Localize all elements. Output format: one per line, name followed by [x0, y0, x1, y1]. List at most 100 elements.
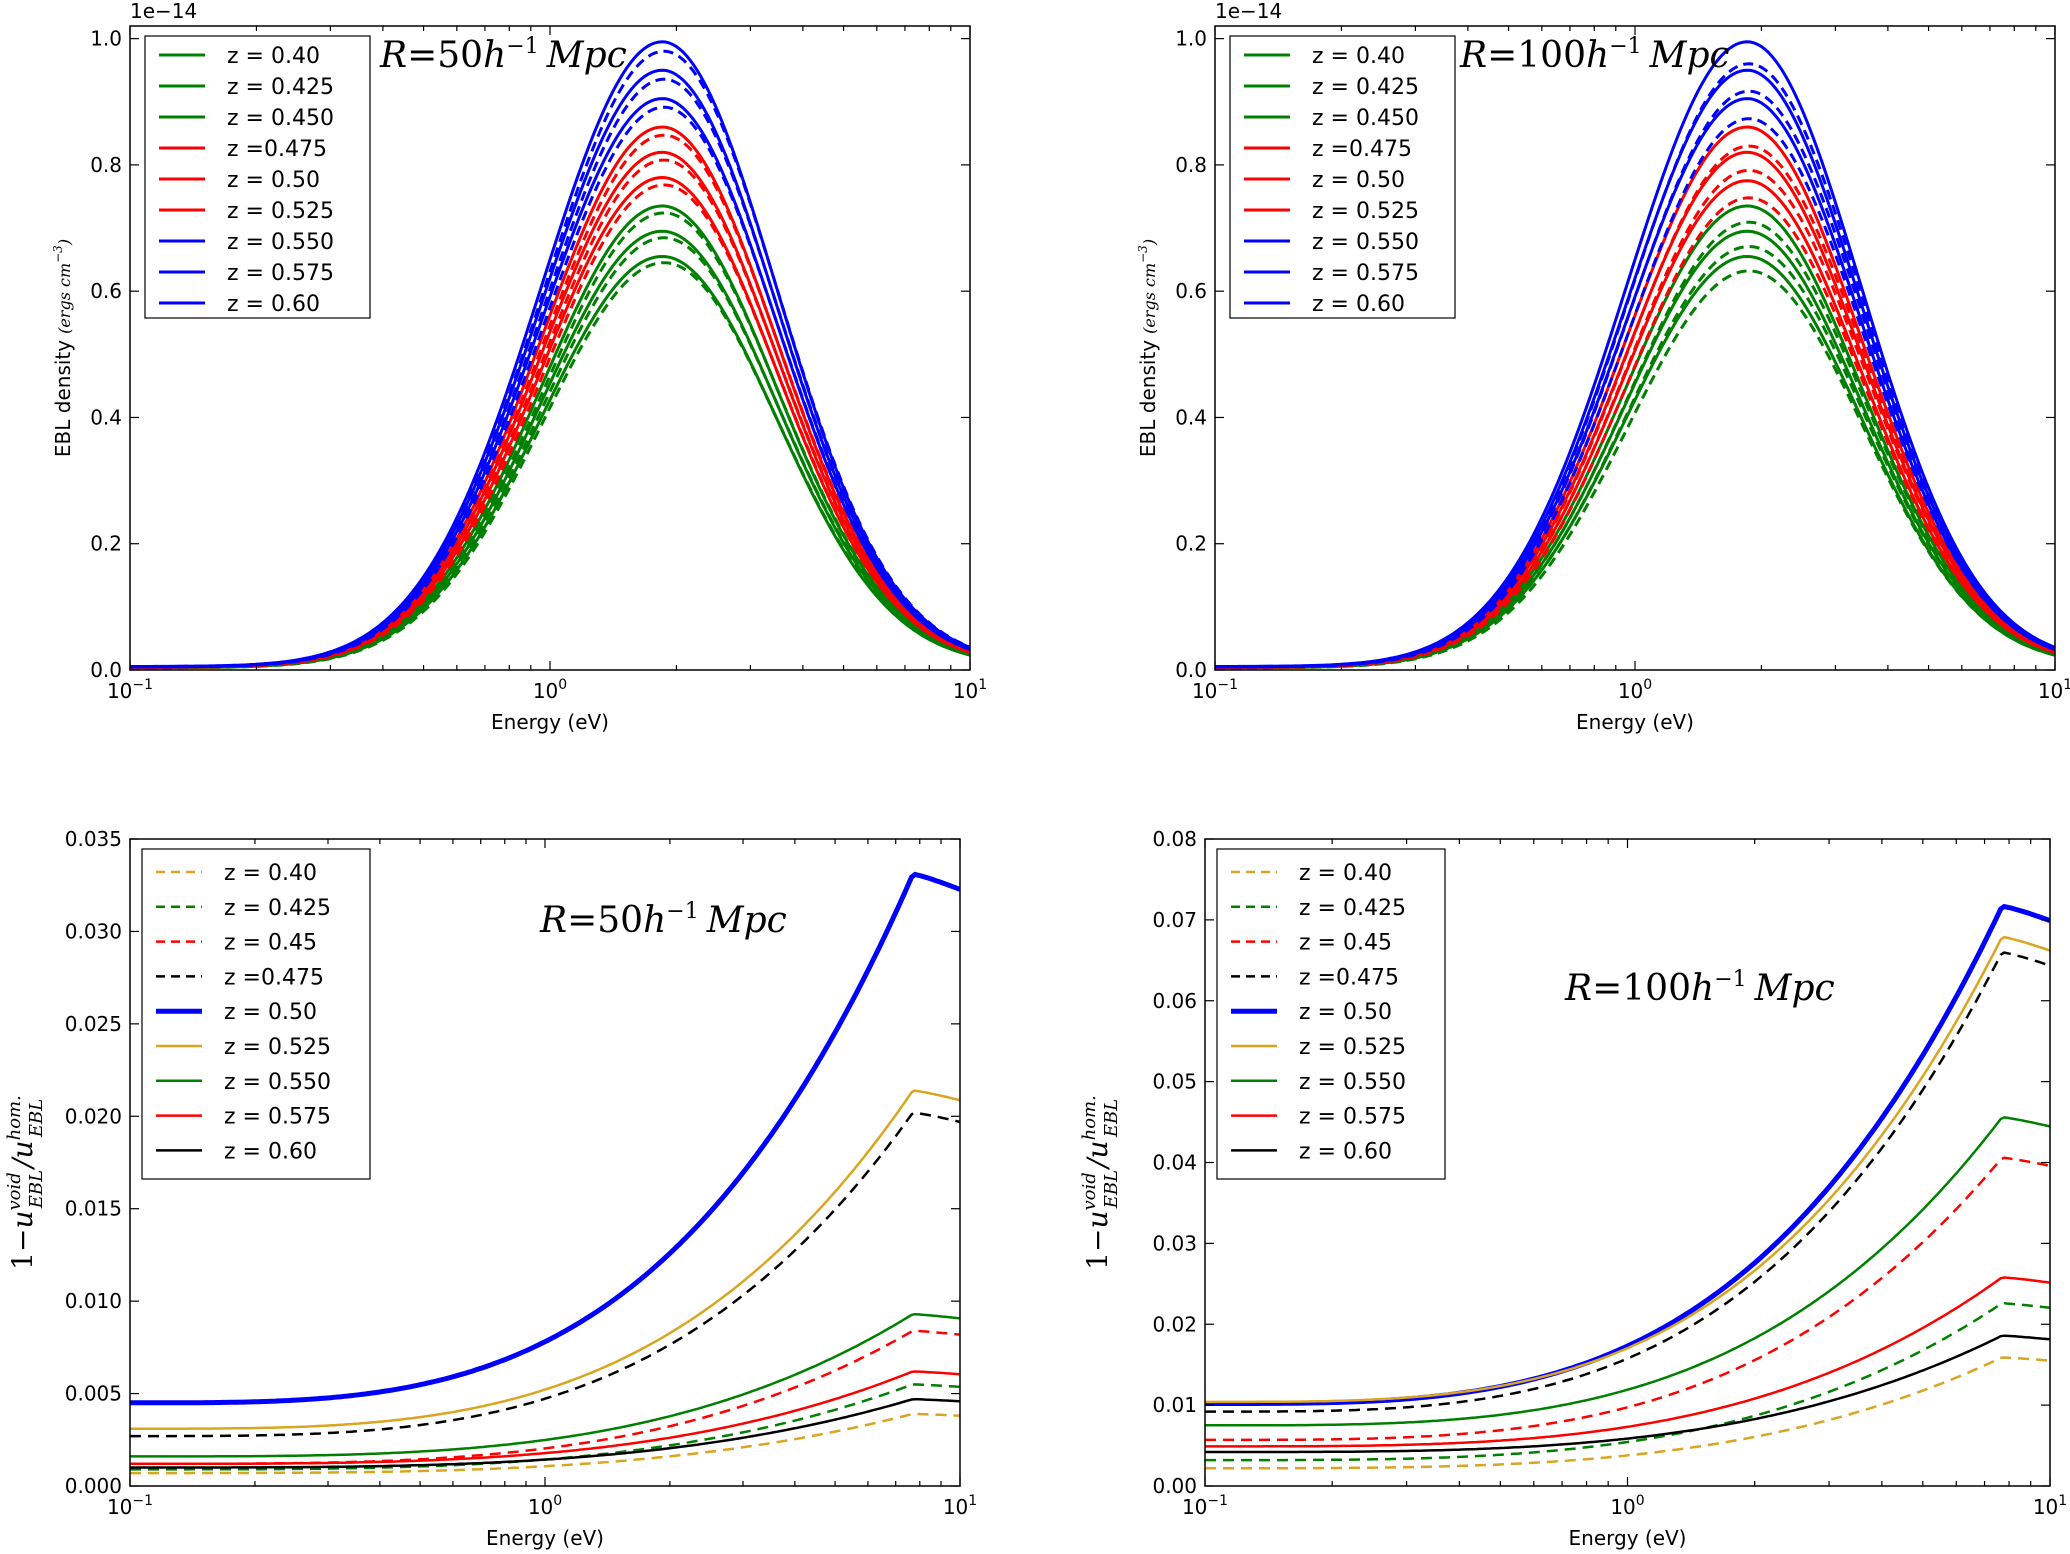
legend-label-5: z = 0.525 — [227, 199, 334, 224]
y-axis-label-unit-exp: −3 — [1136, 245, 1150, 263]
annot-h: h — [483, 35, 506, 76]
x-tick-label-base: 10 — [1610, 1495, 1635, 1519]
y-tick-label: 0.8 — [90, 153, 122, 177]
y-label-sub-ebl2: EBL — [1101, 1099, 1122, 1138]
legend: z = 0.40 z = 0.425 z = 0.45 z =0.475 z = 0.5… — [141, 848, 371, 1180]
series-line-dashed-0 — [1215, 269, 2055, 670]
y-tick-label: 0.02 — [1152, 1312, 1197, 1336]
legend-label-0: z = 0.40 — [1299, 861, 1392, 886]
annot-exp: −1 — [1714, 967, 1746, 992]
legend-label-8: z = 0.60 — [224, 1139, 317, 1164]
annot-eq: = — [407, 35, 437, 76]
x-tick-label-exp: 1 — [968, 1493, 977, 1509]
panel-bottom-left: 0.000 0.005 0.010 0.015 0.020 0.025 0.030 0.035… — [4, 827, 977, 1550]
legend-label-6: z = 0.550 — [1312, 230, 1419, 255]
x-tick-label: 100 — [1618, 677, 1652, 703]
series-line-5 — [130, 1089, 960, 1430]
y-label-slash: / — [6, 1156, 39, 1171]
y-tick-label: 0.000 — [65, 1474, 122, 1498]
series-line-dashed-6 — [1215, 117, 2055, 669]
x-tick-label-base: 10 — [533, 679, 558, 703]
x-tick-label-exp: 0 — [553, 1493, 562, 1509]
x-tick-label-exp: 1 — [2058, 1493, 2067, 1509]
y-axis-label-text: EBL density — [51, 340, 75, 457]
annot-num: 100 — [1622, 968, 1691, 1009]
y-label-minus: − — [6, 1229, 39, 1252]
legend-label-8: z = 0.60 — [227, 292, 320, 317]
y-axis-label-unit-close: ) — [55, 239, 74, 246]
x-axis-label: Energy (eV) — [1569, 1526, 1687, 1550]
y-tick-label: 0.06 — [1152, 989, 1197, 1013]
annot-R: R — [1564, 968, 1592, 1009]
annot-R: R — [379, 35, 407, 76]
y-tick-label: 0.05 — [1152, 1070, 1197, 1094]
series-group — [130, 871, 960, 1475]
x-tick-label-base: 10 — [1618, 679, 1643, 703]
y-tick-label: 0.025 — [65, 1012, 122, 1036]
x-axis-label: Energy (eV) — [1576, 710, 1694, 734]
x-tick-label: 100 — [1610, 1493, 1644, 1519]
x-tick-label-exp: 0 — [1636, 1493, 1645, 1509]
y-tick-label: 0.005 — [65, 1382, 122, 1406]
y-axis-label-unit: (ergs cm — [1140, 263, 1159, 334]
legend-label-1: z = 0.425 — [227, 75, 334, 100]
y-tick-label: 1.0 — [1175, 27, 1207, 51]
series-group — [1205, 903, 2050, 1470]
legend-label-8: z = 0.60 — [1299, 1139, 1392, 1164]
y-axis-label-unit-close: ) — [1140, 239, 1159, 246]
legend-label-5: z = 0.525 — [1299, 1035, 1406, 1060]
y-axis-label: 1−uvoidEBL/uhom.EBL — [4, 1095, 47, 1270]
annot-R: R — [539, 900, 567, 941]
x-tick-label-base: 10 — [107, 1495, 132, 1519]
y-label-slash: / — [1081, 1156, 1114, 1171]
y-tick-label: 0.0 — [90, 658, 122, 682]
annotation-radius: R=100h−1 Mpc — [1564, 967, 1835, 1009]
series-line-dashed-4 — [1215, 168, 2055, 669]
y-tick-label: 0.08 — [1152, 827, 1197, 851]
annot-exp: −1 — [1609, 34, 1641, 59]
offset-text: 1e−14 — [130, 0, 197, 23]
x-tick-label-base: 10 — [943, 1495, 968, 1519]
x-tick-label-exp: 0 — [558, 677, 567, 693]
x-tick-label: 101 — [2033, 1493, 2067, 1519]
series-line-0 — [130, 1412, 960, 1475]
x-tick-label: 100 — [528, 1493, 562, 1519]
legend-label-3: z =0.475 — [227, 137, 327, 162]
annot-num: 50 — [437, 35, 483, 76]
legend-label-6: z = 0.550 — [224, 1070, 331, 1095]
x-tick-label-base: 10 — [107, 679, 132, 703]
series-line-dashed-5 — [130, 133, 970, 669]
series-line-dashed-0 — [130, 261, 970, 670]
series-line-3 — [130, 1111, 960, 1438]
legend-label-1: z = 0.425 — [1312, 75, 1419, 100]
legend-label-1: z = 0.425 — [1299, 896, 1406, 921]
y-axis-label-text: EBL density — [1136, 340, 1160, 457]
series-line-dashed-2 — [130, 211, 970, 669]
y-tick-label: 0.6 — [90, 279, 122, 303]
y-tick-label: 0.01 — [1152, 1393, 1197, 1417]
series-line-8 — [130, 40, 970, 668]
series-line-6 — [1205, 1116, 2050, 1427]
legend-label-4: z = 0.50 — [1312, 168, 1405, 193]
legend-label-1: z = 0.425 — [224, 896, 331, 921]
x-tick-label: 10−1 — [1192, 677, 1238, 703]
series-group — [1215, 40, 2055, 670]
series-line-dashed-7 — [1215, 89, 2055, 669]
series-line-dashed-1 — [1215, 245, 2055, 670]
x-tick-label-base: 10 — [953, 679, 978, 703]
y-label-minus: − — [1081, 1229, 1114, 1252]
series-line-1 — [1205, 1302, 2050, 1462]
y-tick-label: 0.010 — [65, 1289, 122, 1313]
series-line-4 — [1205, 903, 2050, 1406]
legend-label-4: z = 0.50 — [224, 1000, 317, 1025]
series-line-dashed-4 — [130, 158, 970, 669]
series-line-7 — [1205, 1276, 2050, 1448]
legend-label-0: z = 0.40 — [1312, 44, 1405, 69]
panel-bottom-right: 0.000.010.020.030.040.050.060.070.0810−1… — [1079, 827, 2067, 1550]
series-line-dashed-2 — [1215, 220, 2055, 669]
y-tick-label: 0.015 — [65, 1197, 122, 1221]
series-line-2 — [1205, 1156, 2050, 1442]
y-tick-label: 1.0 — [90, 27, 122, 51]
annot-unit: Mpc — [706, 900, 787, 941]
